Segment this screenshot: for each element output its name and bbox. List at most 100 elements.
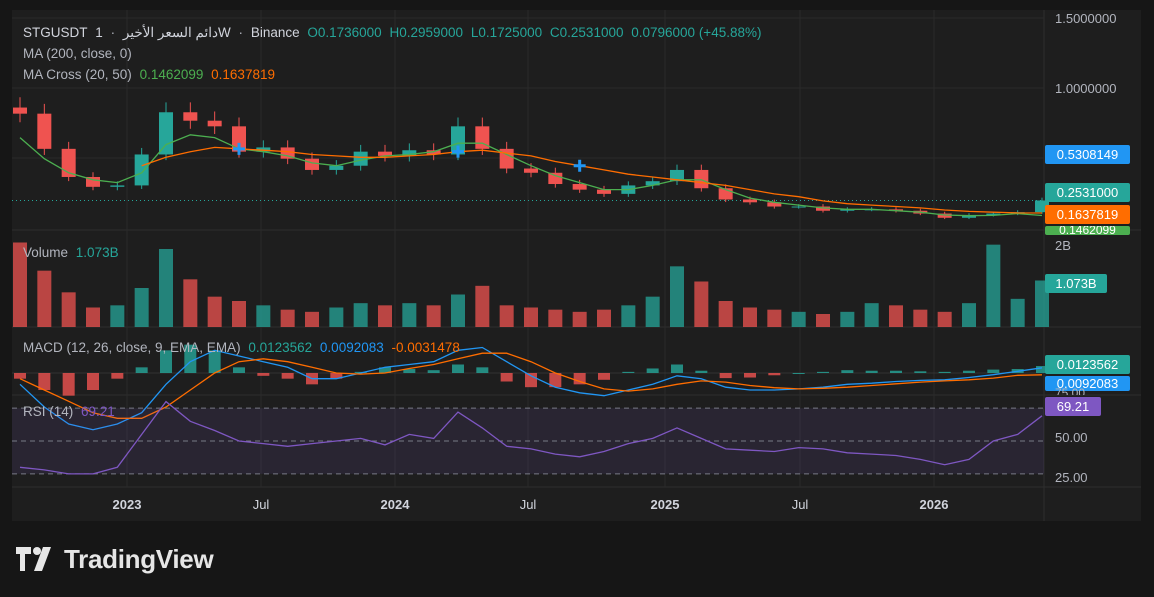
candle-body	[280, 147, 295, 159]
rsi-tag: 69.21	[1045, 397, 1101, 416]
candle-body	[962, 214, 976, 218]
volume-bar	[791, 311, 806, 327]
rsi-line	[19, 400, 1043, 475]
exchange-label: Binance	[250, 25, 300, 40]
macd-histogram-bar	[87, 373, 99, 390]
volume-bar	[816, 314, 830, 327]
last-price-tag: 0.2531000	[1045, 183, 1130, 202]
volume-bar	[840, 311, 855, 327]
time-label: 2025	[650, 497, 680, 512]
macd-histogram-bar	[598, 373, 610, 380]
volume-bar	[499, 305, 514, 327]
candle-body	[1035, 200, 1049, 213]
volume-bar	[207, 296, 222, 327]
interval-label[interactable]: 1	[95, 25, 103, 40]
candle-body	[61, 148, 76, 177]
macd-histogram-bar	[719, 373, 732, 379]
volume-bar	[937, 311, 952, 327]
candle-body	[305, 158, 319, 170]
rsi-value: 69.21	[81, 404, 115, 419]
volume-bar	[232, 301, 246, 327]
macd-line-tag: 0.0092083	[1045, 376, 1130, 391]
ma-cross-legend[interactable]: MA Cross (20, 50) 0.1462099 0.1637819	[23, 67, 279, 82]
macd-histogram-bar	[890, 370, 902, 373]
change-value: 0.0796000 (+45.88%)	[631, 25, 762, 40]
symbol-name[interactable]: STGUSDT	[23, 25, 88, 40]
macd-histogram-bar	[62, 373, 75, 396]
volume-bar	[475, 285, 490, 327]
volume-bar	[61, 292, 76, 327]
macd-legend[interactable]: MACD (12, 26, close, 9, EMA, EMA) 0.0123…	[23, 340, 464, 355]
separator: ·	[110, 25, 116, 40]
macd-hist-value: 0.0123562	[248, 340, 313, 355]
low-value: L0.1725000	[470, 25, 543, 40]
candle-body	[937, 213, 952, 218]
volume-bar	[670, 266, 684, 327]
volume-bar	[572, 311, 587, 327]
tradingview-logo[interactable]: TradingView	[16, 543, 214, 575]
time-label: Jul	[252, 497, 270, 512]
ma-slow-line	[141, 146, 1043, 214]
volume-bar	[280, 309, 295, 327]
volume-bar	[256, 305, 271, 327]
rsi-legend[interactable]: RSI (14) 69.21	[23, 404, 119, 419]
macd-histogram-bar	[865, 370, 878, 373]
macd-histogram-bar	[1036, 366, 1048, 373]
candle-body	[791, 206, 806, 208]
macd-histogram-bar	[695, 370, 708, 373]
macd-histogram-bar	[963, 370, 975, 373]
volume-bar	[1010, 298, 1025, 327]
candle-body	[718, 188, 733, 200]
ma-cross-marker	[233, 142, 245, 155]
volume-bar	[13, 242, 27, 327]
macd-histogram-bar	[914, 371, 927, 373]
macd-histogram-bar	[987, 369, 1000, 373]
ma-legend[interactable]: MA (200, close, 0)	[23, 46, 136, 61]
volume-bar	[134, 288, 149, 327]
volume-bar	[353, 303, 368, 327]
macd-histogram-bar	[622, 371, 635, 373]
macd-histogram-bar	[573, 373, 586, 385]
macd-hist-tag: 0.0123562	[1045, 355, 1130, 374]
candle-body	[572, 184, 587, 190]
volume-label: Volume	[23, 245, 69, 260]
symbol-description: دائم السعر الأخيرW	[122, 25, 231, 40]
rsi-tick-50: 50.00	[1055, 430, 1088, 445]
candle-body	[256, 147, 271, 152]
candle-body	[548, 172, 563, 185]
ma-fast-tag: 0.1462099	[1045, 226, 1130, 235]
time-label: 2023	[112, 497, 142, 512]
macd-histogram-bar	[938, 371, 951, 373]
volume-bar	[962, 303, 976, 327]
separator: ·	[238, 25, 244, 40]
volume-legend[interactable]: Volume 1.073B	[23, 245, 123, 260]
macd-line	[19, 346, 1043, 431]
ma-cross-marker	[452, 145, 464, 158]
candle-body	[986, 213, 1001, 215]
price-tick-2: 1.0000000	[1055, 81, 1117, 96]
volume-bar	[597, 309, 611, 327]
candle-body	[743, 199, 757, 203]
macd-histogram-bar	[160, 350, 172, 373]
ma-cross-label: MA Cross (20, 50)	[23, 67, 132, 82]
volume-bar	[743, 307, 757, 327]
high-value: H0.2959000	[389, 25, 464, 40]
volume-bar	[426, 305, 441, 327]
open-value: O0.1736000	[307, 25, 382, 40]
macd-histogram-bar	[184, 344, 197, 373]
macd-histogram-bar	[14, 373, 26, 379]
macd-histogram-bar	[111, 373, 124, 379]
volume-bar	[718, 301, 733, 327]
ma-fast-line	[19, 134, 1043, 217]
candle-body	[402, 150, 417, 156]
macd-signal-line	[19, 352, 1043, 419]
candle-body	[110, 185, 125, 187]
time-label: 2026	[919, 497, 949, 512]
ma-cross-fast-value: 0.1462099	[139, 67, 204, 82]
price-tick-1: 1.5000000	[1055, 11, 1117, 26]
volume-bar	[183, 279, 198, 327]
chart-canvas[interactable]	[12, 10, 1141, 521]
macd-histogram-bar	[281, 373, 294, 379]
macd-histogram-bar	[671, 364, 683, 373]
candle-body	[329, 165, 344, 170]
